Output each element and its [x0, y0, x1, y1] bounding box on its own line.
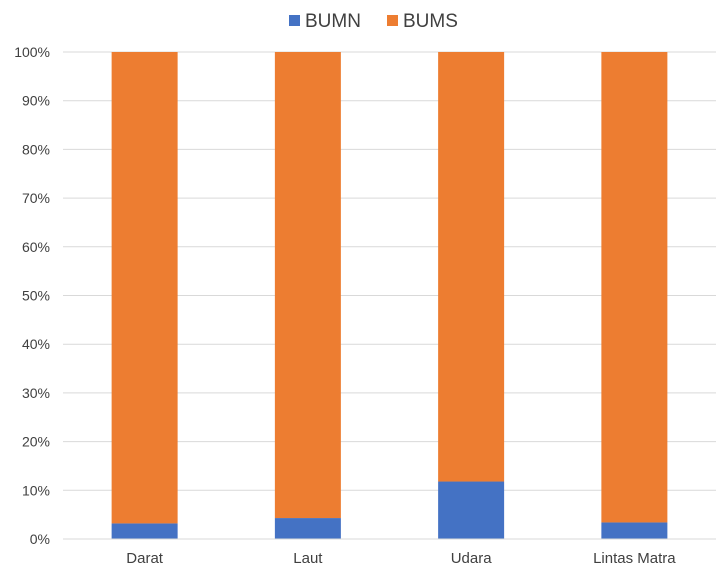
bar-bumn-udara: [438, 481, 505, 539]
y-tick-label: 80%: [22, 141, 50, 157]
legend-swatch-bumn: [289, 15, 300, 26]
bar-bumn-darat: [111, 523, 178, 539]
bar-bums-udara: [438, 52, 505, 482]
x-tick-label: Lintas Matra: [593, 550, 676, 566]
y-tick-label: 70%: [22, 190, 50, 206]
y-tick-label: 40%: [22, 336, 50, 352]
y-tick-label: 100%: [14, 44, 50, 60]
bar-bumn-lintas-matra: [601, 522, 668, 539]
legend: BUMN BUMS: [289, 11, 458, 32]
bar-bums-lintas-matra: [601, 52, 668, 523]
x-tick-label: Udara: [451, 550, 493, 566]
bar-bums-darat: [111, 52, 178, 524]
x-axis: Darat Laut Udara Lintas Matra: [63, 538, 716, 566]
y-tick-label: 30%: [22, 385, 50, 401]
y-tick-label: 10%: [22, 482, 50, 498]
legend-label-bums: BUMS: [403, 11, 458, 32]
y-tick-label: 60%: [22, 239, 50, 255]
bar-bumn-laut: [274, 518, 341, 539]
bar-bums-laut: [274, 52, 341, 519]
y-tick-label: 50%: [22, 288, 50, 304]
bars: [111, 52, 668, 539]
y-tick-label: 90%: [22, 93, 50, 109]
x-tick-label: Laut: [293, 550, 323, 566]
y-tick-label: 20%: [22, 434, 50, 450]
legend-swatch-bums: [387, 15, 398, 26]
y-axis: 0% 10% 20% 30% 40% 50% 60% 70% 80% 90% 100%: [14, 44, 50, 547]
y-tick-label: 0%: [30, 531, 50, 547]
x-tick-label: Darat: [126, 550, 164, 566]
legend-label-bumn: BUMN: [305, 11, 361, 32]
